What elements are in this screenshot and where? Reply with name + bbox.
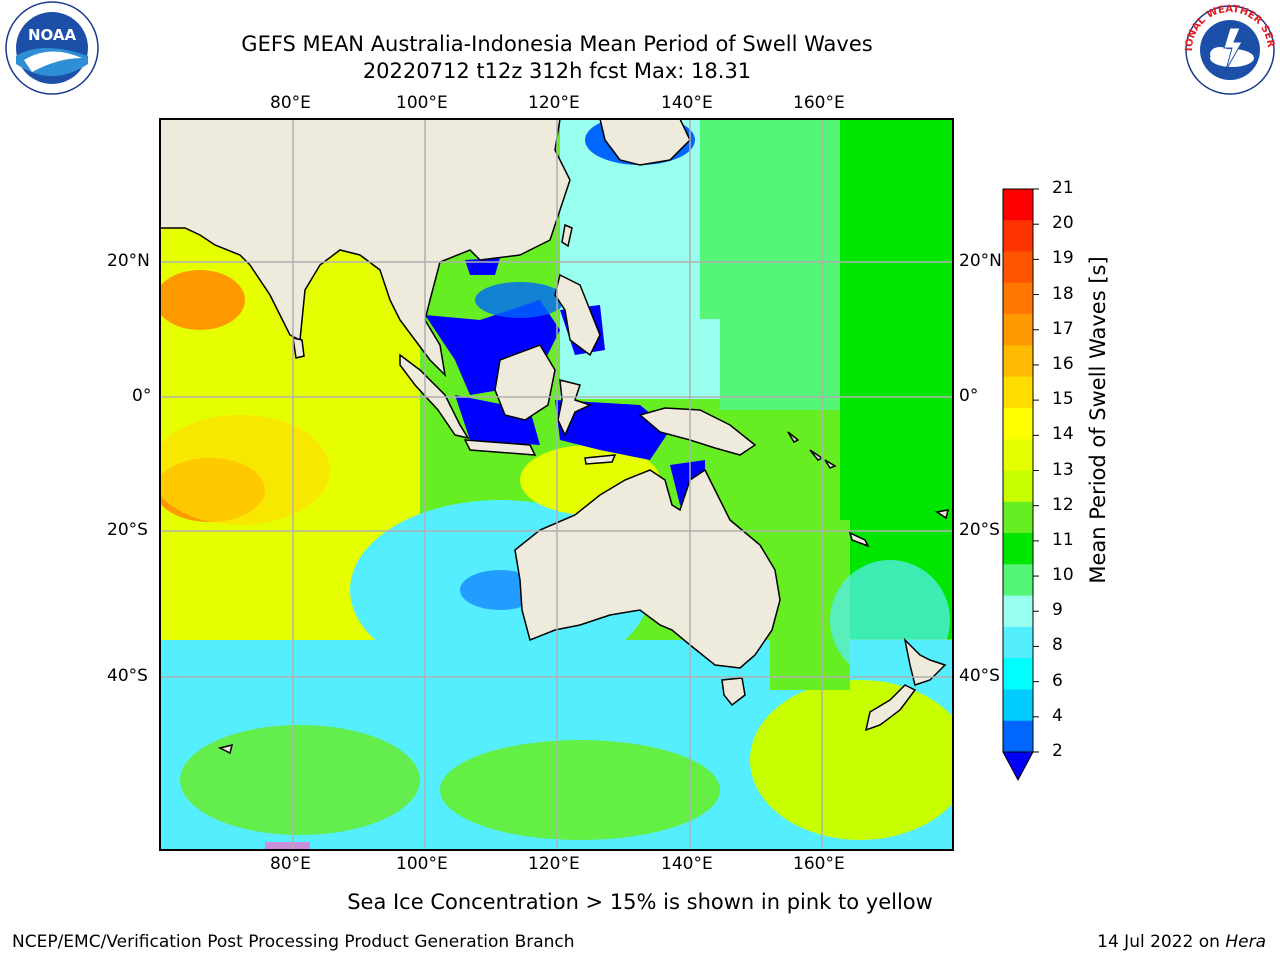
new-zealand-north-land: [903, 637, 947, 686]
grid-lines: [160, 119, 953, 850]
land-masses: [160, 119, 950, 755]
colorbar-segment: [1003, 439, 1033, 471]
lat-label-right: 40°S: [959, 666, 1000, 686]
lat-label-right: 20°S: [959, 520, 1000, 540]
asia-land: [160, 119, 571, 378]
colorbar-segment: [1003, 189, 1033, 221]
colorbar-segment: [1003, 220, 1033, 253]
colorbar-tick-label: 6: [1052, 670, 1063, 691]
borneo-land: [494, 344, 556, 421]
colorbar-segment: [1003, 595, 1033, 628]
colorbar-segment: [1003, 376, 1033, 409]
colorbar-tick-label: 14: [1052, 424, 1074, 445]
lon-label-top: 120°E: [528, 93, 580, 113]
colorbar-extend-arrow: [1002, 751, 1034, 782]
map-frame: [159, 118, 954, 851]
colorbar: [1002, 188, 1039, 782]
colorbar-tick-label: 2: [1052, 741, 1063, 761]
colorbar-segment: [1003, 501, 1033, 534]
colorbar-tick-label: 8: [1052, 635, 1063, 656]
timor-land: [584, 454, 617, 465]
sulawesi-land: [557, 379, 593, 437]
lon-label-top: 100°E: [396, 93, 448, 113]
lon-label-bottom: 140°E: [661, 854, 713, 874]
colorbar-tick-label: 13: [1052, 459, 1074, 480]
lon-label-bottom: 100°E: [396, 854, 448, 874]
lat-label-right: 20°N: [959, 251, 1002, 271]
colorbar-tick-label: 9: [1052, 600, 1063, 621]
solomon-islands-land: [787, 431, 837, 469]
colorbar-tick-label: 4: [1052, 705, 1063, 726]
nws-logo-icon: NATIONAL WEATHER SERVICE: [1180, 0, 1276, 95]
lon-label-bottom: 160°E: [793, 854, 845, 874]
colorbar-segment: [1003, 658, 1033, 690]
heard-island-land: [217, 743, 234, 755]
colorbar-segment: [1003, 314, 1033, 346]
lon-label-top: 140°E: [661, 93, 713, 113]
java-land: [463, 439, 537, 456]
arabian-sea-swell-max: [160, 270, 245, 330]
central-pacific-swell: [840, 119, 953, 639]
colorbar-segment: [1003, 564, 1033, 597]
lon-label-top: 80°E: [270, 93, 311, 113]
colorbar-segment: [1003, 626, 1033, 659]
lat-label-left: 0°: [132, 386, 152, 406]
lat-label-left: 40°S: [107, 666, 148, 686]
new-caledonia-land: [848, 531, 870, 548]
colorbar-segment: [1003, 470, 1033, 503]
new-zealand-south-land: [864, 684, 917, 732]
lat-label-left: 20°S: [107, 520, 148, 540]
colorbar-tick-label: 15: [1052, 389, 1074, 410]
lat-label-left: 20°N: [107, 251, 150, 271]
colorbar-tick-label: 21: [1052, 178, 1074, 198]
chart-title: GEFS MEAN Australia-Indonesia Mean Perio…: [241, 32, 873, 56]
footer-credit: NCEP/EMC/Verification Post Processing Pr…: [12, 932, 575, 952]
colorbar-tick-label: 19: [1052, 248, 1074, 269]
japan-land: [599, 119, 691, 166]
map-field: [160, 119, 953, 850]
colorbar-tick-label: 16: [1052, 353, 1074, 374]
colorbar-tick-label: 11: [1052, 529, 1074, 550]
sea-ice-patch: [265, 842, 310, 850]
colorbar-label: Mean Period of Swell Waves [s]: [1086, 256, 1110, 584]
colorbar-segment: [1003, 251, 1033, 284]
colorbar-tick-label: 12: [1052, 494, 1074, 515]
fiji-land: [935, 509, 950, 520]
philippines-land: [554, 273, 601, 357]
footer-date-text: 14 Jul 2022 on: [1097, 932, 1220, 952]
colorbar-tick-label: 20: [1052, 213, 1074, 234]
colorbar-segment: [1003, 720, 1033, 753]
colorbar-segment: [1003, 689, 1033, 722]
colorbar-tick-label: 10: [1052, 565, 1074, 586]
lon-label-top: 160°E: [793, 93, 845, 113]
footer-host: Hera: [1225, 932, 1266, 952]
colorbar-segment: [1003, 533, 1033, 565]
java-sea-low-swell: [455, 395, 540, 445]
lat-label-right: 0°: [959, 386, 979, 406]
lon-label-bottom: 120°E: [528, 854, 580, 874]
colorbar-segment: [1003, 282, 1033, 315]
noaa-logo-text: NOAA: [28, 26, 77, 44]
chart-subtitle: 20220712 t12z 312h fcst Max: 18.31: [362, 59, 752, 83]
colorbar-tick-label: 17: [1052, 318, 1074, 339]
lon-label-bottom: 80°E: [270, 854, 311, 874]
colorbar-tick-label: 18: [1052, 283, 1074, 304]
sri-lanka-land: [292, 337, 305, 359]
colorbar-segment: [1003, 407, 1033, 440]
sea-ice-note: Sea Ice Concentration > 15% is shown in …: [347, 890, 933, 914]
footer-date: 14 Jul 2022 on Hera: [1097, 932, 1266, 952]
tasmania-land: [721, 677, 746, 707]
taiwan-land: [561, 223, 573, 248]
colorbar-segment: [1003, 345, 1033, 378]
noaa-logo-icon: NOAA: [5, 1, 99, 95]
new-guinea-land: [638, 407, 757, 456]
australia-land: [514, 468, 781, 669]
